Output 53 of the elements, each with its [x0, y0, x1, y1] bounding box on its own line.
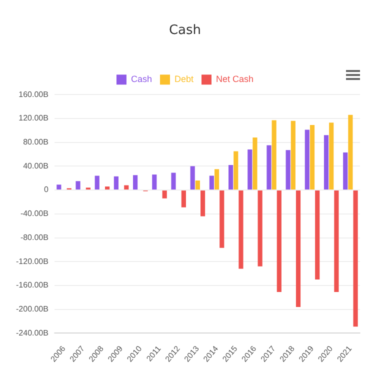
y-tick-label: 120.00B [18, 114, 48, 123]
bar [152, 174, 157, 190]
y-tick-label: 80.00B [23, 138, 48, 147]
y-tick-label: -200.00B [16, 304, 48, 314]
bar [181, 190, 186, 208]
bar [114, 176, 119, 190]
bar [171, 172, 176, 190]
legend-label: Net Cash [216, 74, 254, 84]
y-tick-label: 0 [44, 185, 50, 194]
bar [290, 120, 296, 190]
bar [228, 164, 234, 190]
bar [133, 175, 138, 190]
bar [94, 176, 100, 190]
bar [343, 152, 348, 190]
y-tick-label: -80.00B [20, 232, 48, 242]
bar [348, 114, 353, 190]
bar [315, 190, 320, 280]
chart-title: Cash [168, 23, 202, 38]
bar [76, 181, 80, 190]
y-tick-label: -240.00B [16, 328, 48, 338]
bar [56, 184, 62, 190]
bar [214, 169, 220, 190]
bar [304, 130, 310, 190]
y-tick-label: -160.00B [16, 280, 48, 290]
legend-label: Debt [174, 74, 194, 84]
bar [248, 149, 252, 190]
bar [209, 176, 214, 190]
y-tick-label: 40.00B [23, 161, 48, 170]
bar [200, 190, 206, 216]
bar [195, 180, 200, 190]
bar [353, 190, 358, 327]
bar [296, 190, 301, 307]
bar [234, 151, 238, 190]
bar [286, 150, 290, 190]
bar [324, 135, 329, 190]
bar [272, 120, 276, 190]
y-tick-label: 160.00B [18, 90, 48, 99]
legend-label: Cash [130, 74, 152, 84]
bar [276, 190, 282, 292]
bar [252, 138, 258, 190]
bar [162, 190, 167, 198]
bar [124, 185, 129, 190]
y-tick-label: -120.00B [16, 256, 48, 266]
bar [310, 125, 315, 190]
bar [266, 145, 272, 190]
bar [334, 190, 339, 292]
bar [238, 190, 244, 269]
bar [258, 190, 262, 266]
bar [190, 166, 195, 190]
y-tick-label: -40.00B [20, 209, 48, 218]
bar [105, 186, 110, 190]
bar [220, 190, 224, 248]
bar [329, 122, 334, 190]
